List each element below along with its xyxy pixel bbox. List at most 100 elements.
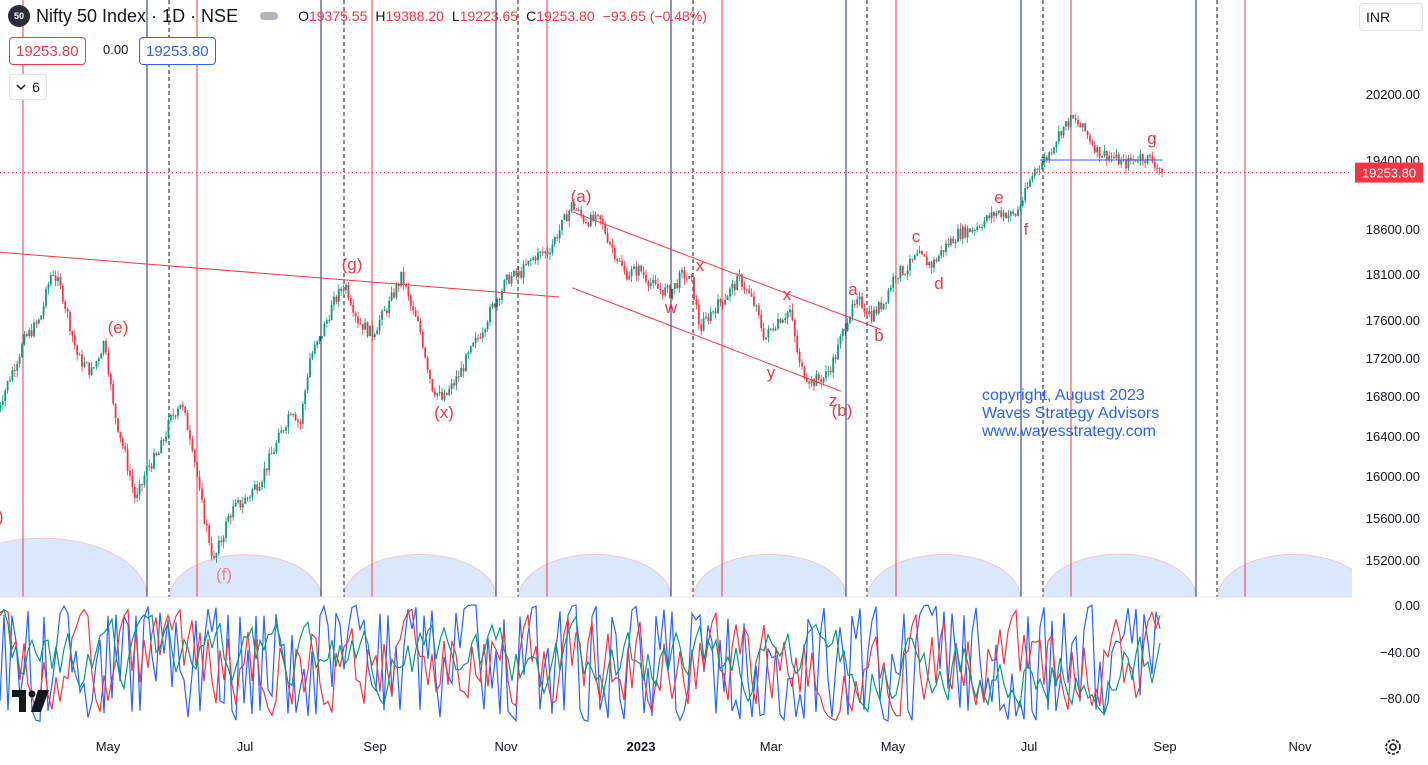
candle-body [64,301,67,309]
candle-body [825,371,827,378]
settings-gear-icon[interactable] [1383,737,1403,757]
candle-body [390,292,393,301]
candle-body [213,555,215,558]
candle-body [285,427,287,431]
candle-body [0,405,2,409]
candle-body [150,465,153,469]
candle-body [822,377,825,383]
candle-body [455,376,458,386]
candle-body [561,219,563,231]
candle-body [42,306,45,316]
oscillator-tick-label: 0.00 [1395,598,1420,613]
candle-body [568,210,571,222]
candle-body [1,401,4,406]
sell-price-box[interactable]: 19253.80 [9,37,86,65]
symbol-title[interactable]: Nifty 50 Index · 1D · NSE [36,5,239,26]
candle-body [1129,158,1132,161]
candle-body [637,265,640,276]
candle-body [772,328,775,331]
candle-body [609,242,611,245]
candle-body [832,357,835,373]
candle-body [1021,200,1024,206]
candle-body [436,393,439,396]
candle-body [587,223,590,227]
wave-label: z [829,391,838,410]
candle-body [961,226,964,239]
price-tick-label: 17600.00 [1366,313,1420,328]
candle-body [983,220,986,227]
ohlc-open-key: O [298,8,309,24]
candle-body [203,499,206,524]
buy-price-box[interactable]: 19253.80 [139,37,216,65]
ohlc-low: 19223.65 [459,8,519,24]
symbol-header[interactable]: 50 Nifty 50 Index · 1D · NSE O 19375.55 H… [8,4,715,28]
candle-body [937,255,940,262]
candle-body [429,370,431,380]
candle-body [294,414,297,421]
candle-body [352,304,355,313]
candle-body [695,299,698,305]
currency-select[interactable]: INR [1359,3,1423,31]
wave-label: (g) [342,255,363,274]
candle-body [184,407,187,413]
time-tick-label: Nov [1288,739,1312,754]
candle-body [1062,126,1065,136]
candle-body [513,270,515,277]
candle-body [316,341,319,346]
candle-body [858,296,861,300]
candle-body [59,277,62,286]
candle-body [297,420,299,423]
wave-label: d) [0,507,4,526]
candle-body [385,310,388,314]
candle-body [453,383,455,386]
indicators-toggle[interactable]: 6 [9,74,47,100]
candle-body [889,287,892,291]
candle-body [1151,156,1154,162]
time-tick-label: 2023 [627,739,656,754]
candle-body [949,238,952,246]
candle-body [940,250,943,256]
candle-body [448,389,451,395]
candle-body [325,320,328,324]
ohlc-high: 19388.20 [385,8,444,24]
candle-body [657,284,659,289]
candle-body [460,367,463,377]
candle-body [705,316,707,319]
candle-body [1041,162,1043,169]
candle-body [215,553,218,558]
candle-body [642,271,645,275]
candle-body [201,488,203,500]
candle-body [498,299,501,300]
candle-body [1074,118,1077,120]
candle-body [433,391,436,396]
candle-body [138,484,141,495]
time-tick-label: Sep [1153,739,1176,754]
candle-body [652,280,655,283]
candle-body [119,431,122,439]
candle-body [371,325,374,338]
time-tick-label: Mar [760,739,783,754]
wave-label: d [934,274,943,293]
candle-body [124,446,127,450]
candle-body [868,310,871,315]
candle-body [894,276,897,279]
candle-body [1053,147,1055,154]
wave-label: f [1024,220,1029,239]
candle-body [856,299,859,305]
candle-body [702,318,705,331]
candle-body [885,302,887,304]
ohlc-open: 19375.55 [308,8,368,24]
candle-body [813,379,815,386]
candle-body [577,209,580,211]
candle-body [81,354,83,367]
candle-body [829,370,832,373]
candle-body [997,210,1000,213]
candle-body [1093,145,1096,153]
candle-body [1026,186,1029,188]
candle-body [289,414,292,416]
market-status-icon [260,12,279,20]
candle-body [292,414,295,415]
candle-body [1012,211,1015,214]
wave-label: g [1147,129,1156,148]
